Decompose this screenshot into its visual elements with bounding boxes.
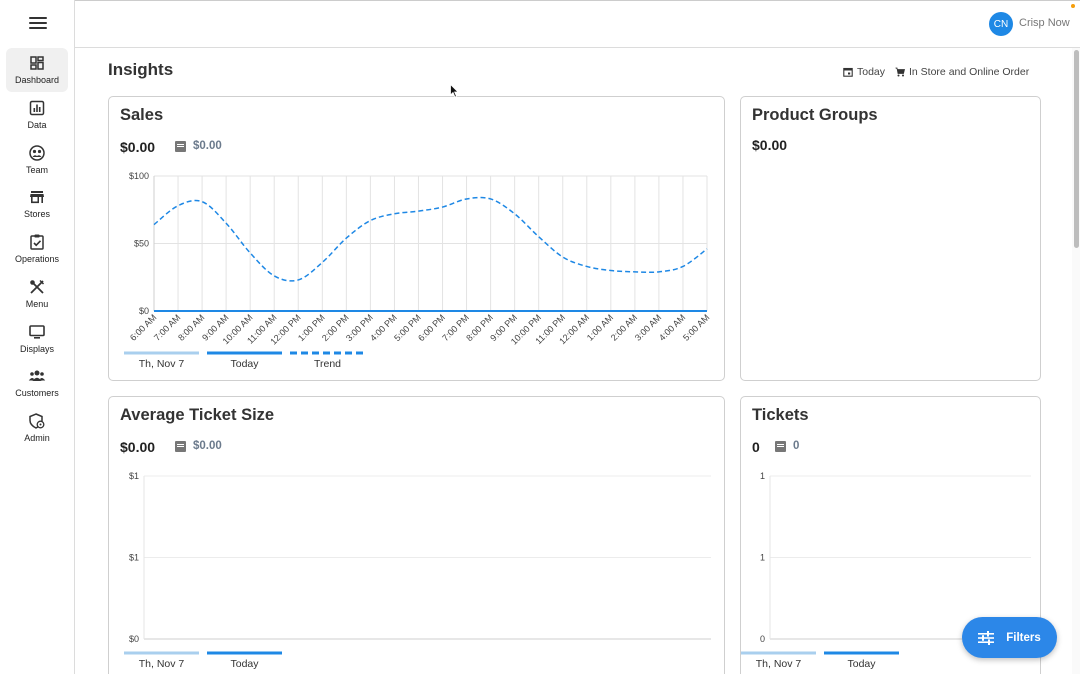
order-type-label: In Store and Online Order [909, 66, 1030, 78]
tickets-value: 0 [752, 439, 760, 455]
avg-ticket-chart: $0 $1 $1 Th, Nov 7 Today [124, 471, 711, 670]
monitor-icon [29, 325, 45, 339]
product-groups-card: Product Groups $0.00 [740, 96, 1041, 381]
dashboard-icon [30, 56, 44, 70]
sidebar-item-operations[interactable]: Operations [6, 227, 68, 271]
user-name[interactable]: Crisp Now [1019, 17, 1070, 29]
product-groups-value: $0.00 [752, 137, 788, 153]
sales-compare-value: $0.00 [193, 140, 222, 152]
notification-dot-icon [1071, 4, 1075, 8]
tickets-compare-value: 0 [793, 440, 800, 452]
sidebar-item-label: Admin [24, 433, 50, 443]
product-groups-title: Product Groups [752, 106, 878, 124]
legend-label-2: Today [230, 658, 259, 670]
sidebar-item-label: Operations [14, 254, 60, 264]
avg-ticket-card: Average Ticket Size $0.00 $0.00 $0 $1 $1 Th… [108, 396, 725, 674]
avg-ticket-value: $0.00 [120, 439, 156, 455]
compare-icon [175, 140, 186, 152]
admin-icon [29, 413, 45, 429]
y-tick-label: $1 [129, 553, 139, 563]
y-tick-label: $0 [129, 634, 139, 644]
legend-label-2: Today [230, 358, 259, 370]
tickets-chart: 0 1 1 Th, Nov 7 Today [741, 471, 1031, 670]
sidebar-item-label: Displays [19, 344, 54, 354]
avg-ticket-compare-value: $0.00 [193, 440, 222, 452]
calendar-icon [843, 67, 853, 77]
sales-card: Sales $0.00 $0.00 $0 $50 $100 6:00 AM 7:00 A… [108, 96, 725, 381]
sales-value: $0.00 [120, 139, 156, 155]
team-icon [29, 145, 45, 161]
sidebar-item-displays[interactable]: Displays [6, 317, 68, 361]
scrollbar-track[interactable] [1072, 48, 1080, 674]
sidebar-item-customers[interactable]: Customers [6, 361, 68, 405]
page-title: Insights [108, 60, 174, 79]
sidebar-item-menu[interactable]: Menu [6, 272, 68, 316]
sidebar: Dashboard Data Team Stores Operations Me… [0, 0, 75, 674]
bar-chart-icon [29, 100, 45, 116]
sidebar-item-admin[interactable]: Admin [6, 406, 68, 450]
sidebar-item-label: Customers [15, 388, 59, 398]
sidebar-item-dashboard[interactable]: Dashboard [6, 48, 68, 92]
date-filter-label: Today [857, 66, 886, 78]
menu-toggle-icon[interactable] [29, 17, 47, 31]
filters-label: Filters [1006, 631, 1041, 644]
y-tick-label: $100 [129, 171, 149, 181]
tickets-compare: 0 [775, 440, 799, 452]
sidebar-item-label: Dashboard [14, 75, 60, 85]
date-filter[interactable]: Today [843, 66, 885, 78]
sidebar-item-label: Data [27, 120, 47, 130]
sidebar-item-stores[interactable]: Stores [6, 182, 68, 226]
sliders-icon [978, 630, 995, 645]
sidebar-item-label: Team [25, 165, 48, 175]
order-type-filter[interactable]: In Store and Online Order [895, 66, 1029, 78]
legend-label-3: Trend [314, 358, 341, 370]
avatar[interactable]: CN [989, 12, 1013, 36]
legend-label-1: Th, Nov 7 [756, 658, 802, 670]
sidebar-item-team[interactable]: Team [6, 138, 68, 182]
legend-label-2: Today [847, 658, 876, 670]
y-tick-label: 1 [760, 553, 765, 563]
avg-ticket-compare: $0.00 [175, 440, 222, 452]
utensils-icon [30, 279, 45, 294]
top-bar [75, 0, 1080, 48]
avg-ticket-title: Average Ticket Size [120, 406, 275, 424]
y-tick-label: $50 [134, 239, 149, 249]
tickets-title: Tickets [752, 406, 809, 424]
legend-label-1: Th, Nov 7 [139, 358, 185, 370]
y-tick-label: $0 [139, 306, 149, 316]
sales-compare: $0.00 [175, 140, 222, 152]
compare-icon [775, 440, 786, 452]
compare-icon [175, 440, 186, 452]
series-line-3 [153, 196, 708, 282]
sidebar-item-label: Stores [23, 209, 50, 219]
scrollbar-thumb[interactable] [1074, 50, 1079, 248]
x-tick-label: 5:00 AM [681, 312, 711, 342]
customers-icon [28, 370, 46, 381]
store-icon [30, 191, 44, 204]
mouse-cursor-icon [450, 84, 459, 98]
y-tick-label: $1 [129, 471, 139, 481]
sales-title: Sales [120, 106, 164, 124]
legend-label-1: Th, Nov 7 [139, 658, 185, 670]
y-tick-label: 0 [760, 634, 765, 644]
filters-button[interactable]: Filters [962, 617, 1057, 658]
sidebar-item-data[interactable]: Data [6, 93, 68, 137]
sidebar-item-label: Menu [25, 299, 49, 309]
clipboard-check-icon [30, 234, 44, 250]
y-tick-label: 1 [760, 471, 765, 481]
cart-icon [895, 67, 905, 77]
